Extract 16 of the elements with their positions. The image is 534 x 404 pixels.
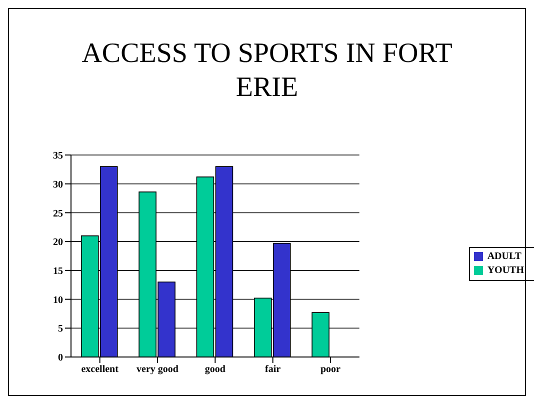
y-tick-label: 25 xyxy=(53,208,63,220)
x-tick-label: poor xyxy=(320,364,342,376)
legend-label: YOUTH xyxy=(487,265,524,276)
y-tick-label: 0 xyxy=(58,352,63,364)
legend-label: ADULT xyxy=(487,251,522,262)
chart-title: ACCESS TO SPORTS IN FORT ERIE xyxy=(80,37,454,105)
x-tick-label: good xyxy=(204,364,226,376)
y-tick-label: 35 xyxy=(53,150,63,162)
y-tick-label: 30 xyxy=(53,179,63,190)
x-tick-label: very good xyxy=(136,364,179,376)
y-tick-label: 15 xyxy=(53,266,63,277)
x-tick-label: excellent xyxy=(81,364,120,376)
y-tick-label: 5 xyxy=(58,324,63,335)
y-tick-label: 20 xyxy=(53,237,63,248)
y-tick-label: 10 xyxy=(53,294,63,306)
x-tick-label: fair xyxy=(265,364,282,376)
